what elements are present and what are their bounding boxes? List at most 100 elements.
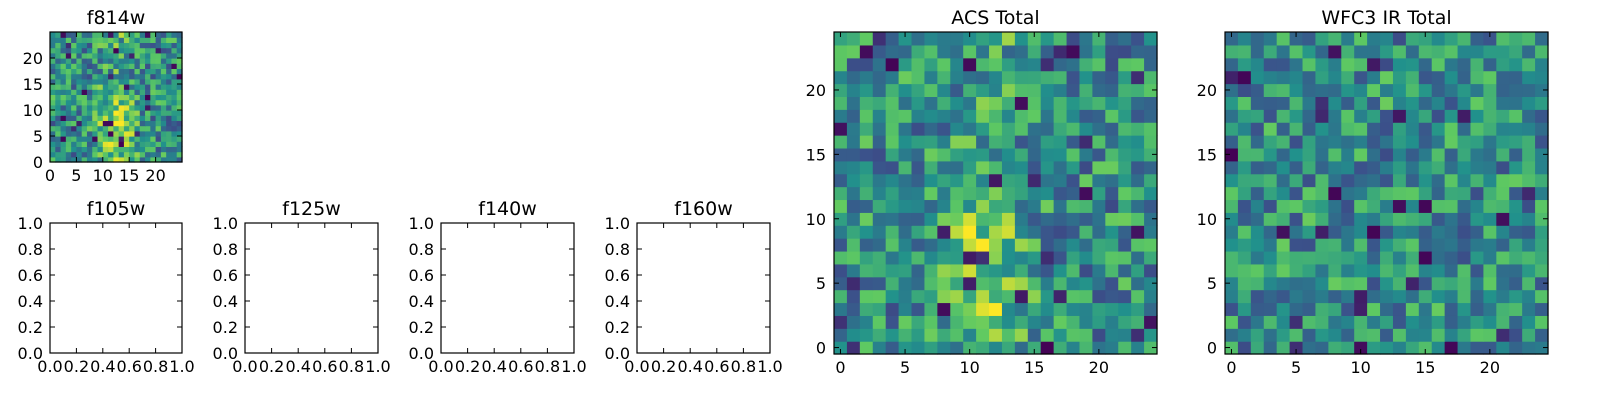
heatmap-cell [139, 37, 146, 43]
heatmap-cell [76, 52, 83, 59]
heatmap-cell [1315, 32, 1329, 46]
heatmap-cell [1431, 302, 1446, 316]
heatmap-cell [1225, 147, 1239, 162]
heatmap-cell [171, 141, 178, 147]
heatmap-cell [92, 84, 99, 90]
heatmap-cell [1144, 315, 1158, 329]
heatmap-cell [50, 52, 56, 59]
heatmap-cell [1079, 96, 1093, 110]
heatmap-cell [1444, 328, 1459, 342]
heatmap-cell [989, 238, 1003, 252]
heatmap-cell [1144, 341, 1158, 355]
x-tick-label: 20 [1480, 358, 1500, 377]
heatmap-cell [60, 94, 67, 101]
y-tick-label: 10 [23, 101, 43, 120]
heatmap-cell [1092, 341, 1106, 355]
heatmap-cell [1328, 276, 1342, 291]
heatmap-cell [1105, 199, 1119, 213]
heatmap-cell [1001, 238, 1016, 252]
heatmap-cell [1315, 315, 1329, 329]
heatmap-cell [81, 110, 88, 116]
heatmap-cell [92, 78, 99, 85]
heatmap-cell [950, 147, 964, 162]
heatmap-cell [1014, 263, 1029, 278]
heatmap-cell [1483, 328, 1497, 342]
heatmap-cell [834, 199, 848, 213]
heatmap-cell [1444, 199, 1459, 213]
heatmap-cell [113, 151, 120, 158]
heatmap-cell [139, 125, 146, 132]
heatmap-cell [1535, 276, 1549, 291]
heatmap-cell [1315, 109, 1329, 123]
x-tick-label: 20 [1089, 358, 1109, 377]
heatmap-cell [859, 276, 874, 291]
heatmap-cell [1302, 44, 1317, 59]
heatmap-cell [1302, 315, 1317, 329]
heatmap-cell [166, 78, 173, 85]
heatmap-cell [50, 156, 56, 163]
heatmap-cell [911, 70, 926, 85]
heatmap-cell [1302, 135, 1317, 149]
heatmap-cell [1315, 238, 1329, 252]
heatmap-cell [1315, 147, 1329, 162]
heatmap-cell [950, 225, 964, 239]
heatmap-cell [1470, 186, 1484, 201]
heatmap-cell [129, 37, 136, 43]
heatmap-cell [1380, 44, 1394, 59]
heatmap-cell [1053, 160, 1068, 175]
heatmap-cell [1079, 57, 1093, 72]
heatmap-cell [1302, 83, 1317, 97]
heatmap-cell [1392, 238, 1407, 252]
heatmap-cell [1131, 160, 1145, 175]
heatmap-cell [1053, 122, 1068, 136]
heatmap-cell [1341, 341, 1355, 355]
heatmap-cell [97, 99, 104, 106]
heatmap-cell [171, 110, 178, 116]
panel-title: ACS Total [951, 7, 1039, 29]
heatmap-cell [1509, 83, 1523, 97]
heatmap-cell [937, 212, 951, 226]
heatmap-cell [1014, 315, 1029, 329]
heatmap-cell [50, 151, 56, 158]
x-tick-label: 0.0 [232, 357, 257, 376]
heatmap-cell [1250, 328, 1265, 342]
heatmap-cell [129, 156, 136, 163]
heatmap-cell [1341, 173, 1355, 188]
heatmap-cell [1053, 212, 1068, 226]
heatmap-cell [145, 42, 151, 49]
heatmap-cell [1144, 302, 1158, 316]
heatmap-cell [1053, 225, 1068, 239]
heatmap-cell [1405, 315, 1420, 329]
heatmap-cell [859, 225, 874, 239]
heatmap-cell [65, 58, 72, 64]
heatmap-cell [71, 52, 77, 59]
heatmap-cell [924, 70, 938, 85]
heatmap-cell [1053, 199, 1068, 213]
heatmap-cell [872, 160, 887, 175]
heatmap-cell [1380, 173, 1394, 188]
heatmap-cell [859, 57, 874, 72]
heatmap-cell [1225, 44, 1239, 59]
heatmap-cell [1225, 32, 1239, 46]
heatmap-cell [1027, 44, 1042, 59]
heatmap-cell [1144, 122, 1158, 136]
heatmap-cell [1496, 250, 1510, 265]
heatmap-cell [859, 96, 874, 110]
heatmap-cell [1302, 212, 1317, 226]
heatmap-cell [1431, 173, 1446, 188]
heatmap-cell [1250, 315, 1265, 329]
heatmap-cell [1367, 160, 1381, 175]
heatmap-cell [155, 110, 162, 116]
heatmap-cell [1535, 315, 1549, 329]
x-tick-label: 10 [93, 166, 113, 185]
heatmap-cell [1263, 328, 1278, 342]
heatmap-cell [1444, 263, 1459, 278]
heatmap-cell [1105, 96, 1119, 110]
heatmap-cell [1392, 57, 1407, 72]
heatmap-cell [846, 32, 861, 46]
heatmap-cell [118, 78, 125, 85]
heatmap-cell [97, 141, 104, 147]
heatmap-cell [1535, 212, 1549, 226]
heatmap-cell [176, 115, 183, 121]
heatmap-cell [1250, 341, 1265, 355]
